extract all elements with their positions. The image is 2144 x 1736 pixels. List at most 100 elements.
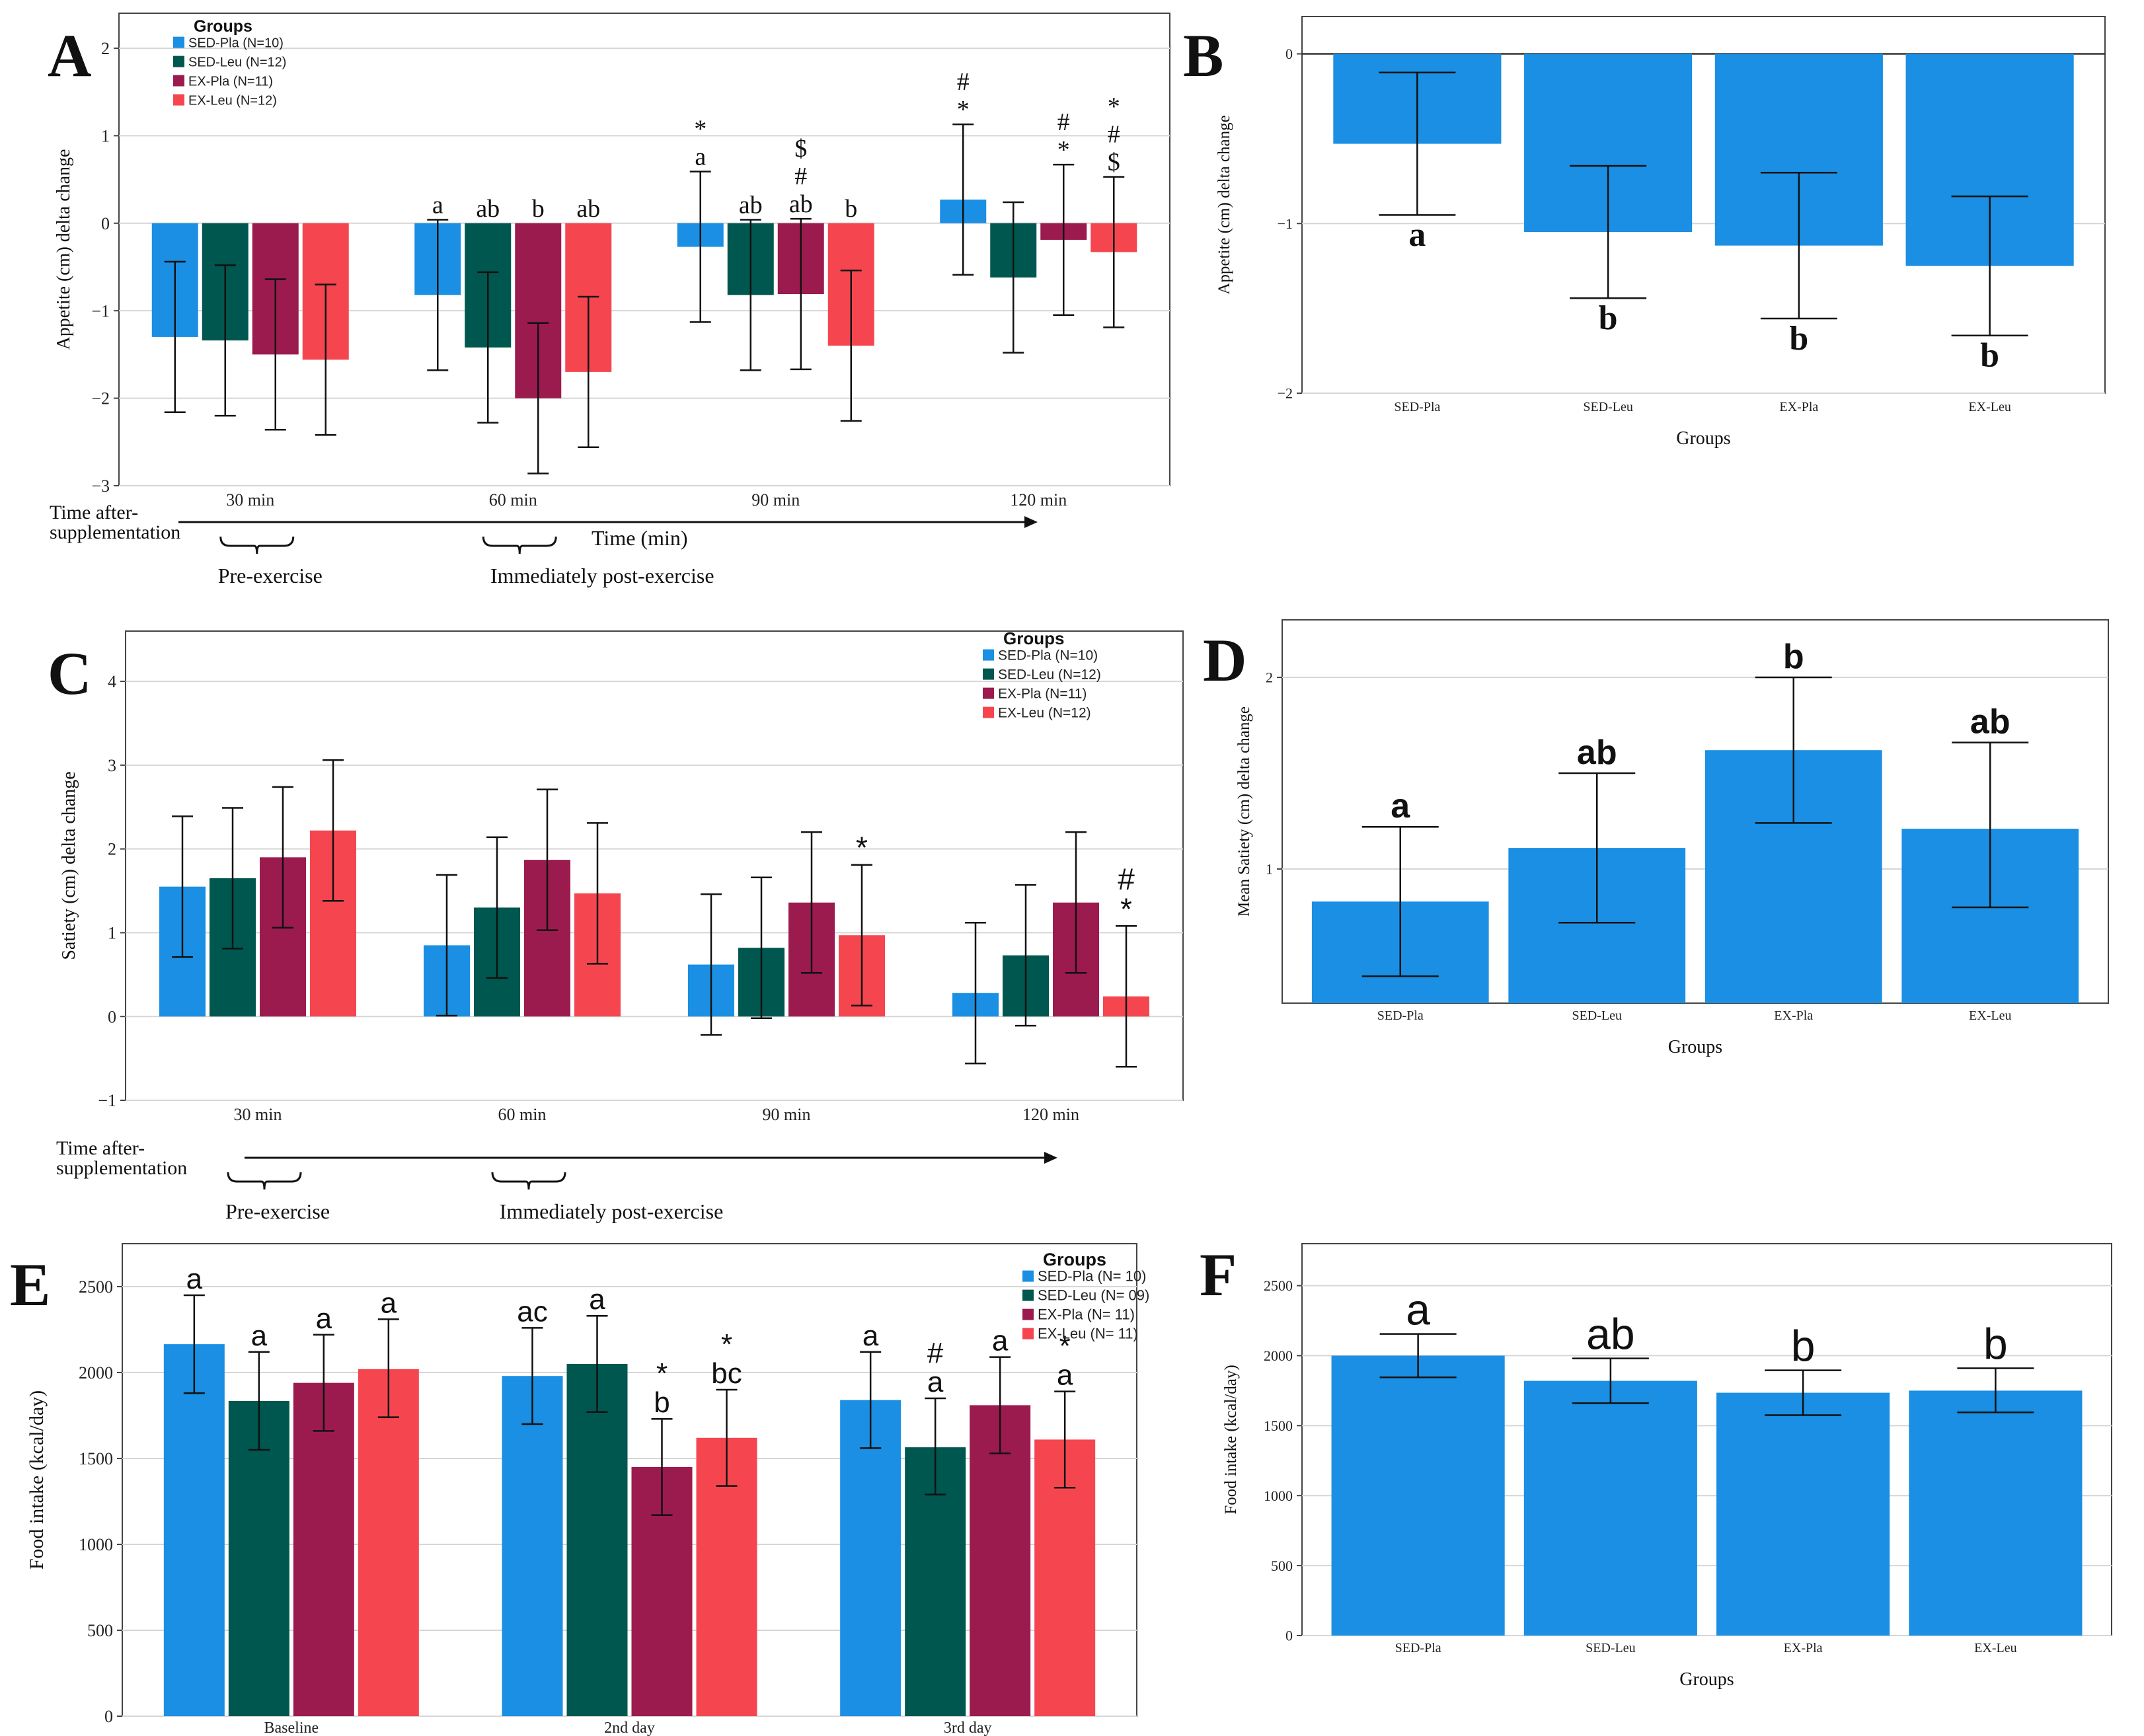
timeline-arrowhead	[1024, 516, 1038, 528]
significance-label: ab	[576, 195, 600, 223]
bar	[163, 1344, 225, 1716]
x-tick-label: EX-Leu	[1968, 400, 2010, 414]
x-tick-label: SED-Leu	[1572, 1008, 1622, 1023]
significance-label: $	[794, 135, 807, 163]
significance-label: b	[845, 195, 857, 223]
significance-label: #	[1118, 862, 1135, 896]
significance-label: *	[856, 831, 868, 865]
panel-B: 0 −1 −2 Appetite (cm) delta change B SED-Pla a…	[1183, 16, 2106, 449]
y-tick-label: 500	[87, 1621, 113, 1640]
y-tick-label: 500	[1271, 1558, 1293, 1574]
y-axis-label: Food intake (kcal/day)	[1222, 1365, 1240, 1514]
y-tick-label: 4	[108, 672, 116, 691]
legend-swatch	[1022, 1308, 1034, 1320]
significance-label: b	[654, 1386, 670, 1419]
legend-swatch	[983, 687, 994, 699]
y-tick-label: 0	[1285, 46, 1293, 62]
y-tick-label: −1	[1278, 215, 1293, 232]
significance-label: *	[721, 1328, 732, 1361]
x-tick-label: 90 min	[763, 1105, 811, 1124]
panel-C: 4 3 2 1 0 −1 Satiety (cm) delta change C 30 min 6…	[48, 628, 1184, 1223]
panel-letter: B	[1183, 22, 1223, 89]
x-tick-label: SED-Leu	[1583, 400, 1633, 414]
y-tick-label: 1	[108, 924, 116, 943]
y-tick-label: −1	[91, 301, 110, 321]
x-tick-label: 60 min	[498, 1105, 547, 1124]
significance-label: a	[381, 1287, 397, 1319]
y-tick-label: 2	[108, 840, 116, 859]
legend-entry: SED-Leu (N=12)	[998, 667, 1101, 683]
significance-label: a	[1057, 1359, 1073, 1392]
significance-label: b	[532, 195, 545, 223]
panel-letter: F	[1200, 1241, 1237, 1308]
significance-label: a	[927, 1366, 944, 1398]
phase-brace	[227, 1172, 302, 1190]
bar	[228, 1400, 289, 1716]
legend-swatch	[173, 56, 184, 67]
legend-swatch	[983, 668, 994, 680]
legend-swatch	[173, 75, 184, 87]
x-tick-label: EX-Leu	[1974, 1641, 2016, 1655]
bar	[502, 1376, 563, 1716]
legend-entry: EX-Pla (N=11)	[998, 687, 1087, 702]
y-tick-label: 0	[104, 1707, 113, 1726]
significance-label: *	[1057, 136, 1070, 164]
y-tick-label: 0	[108, 1007, 116, 1026]
bar	[1716, 1392, 1890, 1636]
legend-swatch	[173, 94, 184, 106]
significance-label: *	[1108, 93, 1120, 121]
x-tick-label: EX-Pla	[1779, 400, 1818, 414]
significance-label: a	[316, 1302, 332, 1335]
significance-label: *	[1059, 1330, 1071, 1363]
legend-entry: EX-Pla (N=11)	[188, 75, 273, 89]
x-tick-label: 30 min	[234, 1105, 282, 1124]
panel-letter: A	[48, 22, 91, 89]
legend-title: Groups	[1043, 1250, 1106, 1269]
bar	[566, 1364, 628, 1716]
significance-label: a	[186, 1263, 203, 1295]
significance-letter: b	[1980, 337, 1999, 375]
y-tick-label: 2	[101, 39, 110, 58]
phase-brace	[219, 536, 295, 554]
timeline-label: Time after-	[56, 1137, 145, 1159]
y-tick-label: 2	[1266, 669, 1273, 686]
panel-E: 0 500 1000 1500 2000 2500 Food intake (kcal/da…	[10, 1243, 1149, 1736]
significance-letter: ab	[1970, 703, 2010, 741]
x-axis-label: Groups	[1679, 1669, 1734, 1690]
bar	[970, 1405, 1031, 1716]
legend-title: Groups	[1003, 628, 1064, 648]
panel-letter: C	[48, 640, 91, 707]
legend-entry: EX-Leu (N=12)	[188, 94, 277, 108]
x-tick-label: 30 min	[226, 490, 274, 509]
significance-label: *	[694, 116, 707, 143]
y-tick-label: 2000	[79, 1363, 113, 1382]
legend-entry: SED-Leu (N=12)	[188, 56, 286, 70]
y-tick-label: 2500	[1264, 1277, 1293, 1294]
significance-label: ab	[739, 191, 763, 219]
x-tick-label: 2nd day	[604, 1719, 655, 1736]
y-tick-label: 2000	[1264, 1347, 1293, 1364]
x-tick-label: 90 min	[751, 490, 800, 509]
y-tick-label: 0	[101, 214, 110, 233]
y-tick-label: 2500	[79, 1277, 113, 1297]
bar	[1331, 1355, 1505, 1636]
phase-label: Pre-exercise	[225, 1199, 330, 1223]
significance-label: a	[432, 191, 443, 219]
legend-entry: SED-Pla (N= 10)	[1038, 1268, 1146, 1285]
significance-label: a	[251, 1320, 268, 1352]
phase-label: Pre-exercise	[218, 564, 323, 587]
x-axis-label: Groups	[1676, 428, 1730, 449]
y-tick-label: 1500	[79, 1449, 113, 1468]
y-tick-label: −1	[98, 1091, 116, 1110]
x-tick-label: 60 min	[489, 490, 537, 509]
x-tick-label: 120 min	[1022, 1105, 1079, 1124]
significance-letter: b	[1983, 1319, 2008, 1368]
y-tick-label: 1	[1266, 861, 1273, 878]
panel-A: 2 1 0 −1 −2 −3 Appetite (cm) delta change A 30 m…	[48, 13, 1170, 587]
y-axis-label: Food intake (kcal/day)	[26, 1390, 48, 1570]
bar	[358, 1369, 419, 1716]
legend-swatch	[1022, 1328, 1034, 1340]
y-tick-label: 1	[101, 126, 110, 145]
significance-label: a	[862, 1320, 879, 1352]
